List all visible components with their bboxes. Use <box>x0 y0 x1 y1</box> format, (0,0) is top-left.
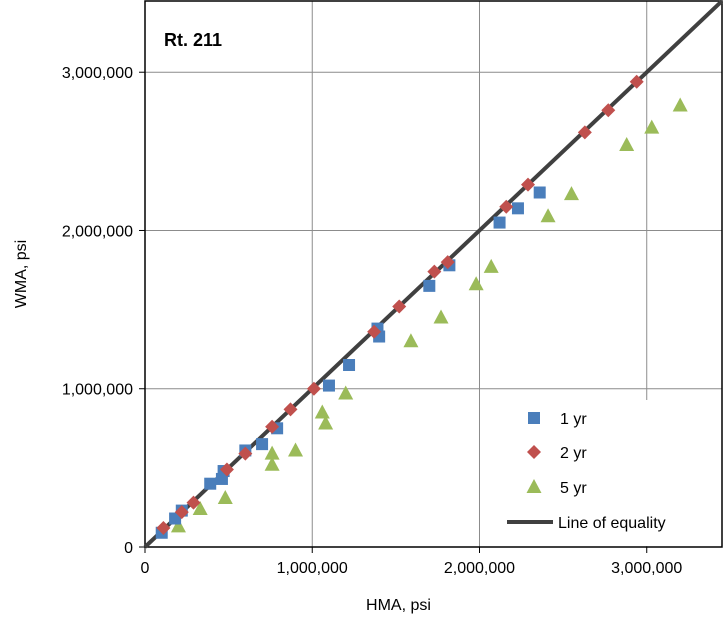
point-1-yr <box>511 202 524 215</box>
point-5-yr <box>170 518 186 533</box>
point-2-yr <box>186 495 201 510</box>
legend-label-line-of-equality: Line of equality <box>558 515 666 532</box>
point-2-yr <box>174 505 189 520</box>
point-2-yr <box>238 446 253 461</box>
point-2-yr <box>156 521 171 536</box>
point-5-yr <box>619 137 635 152</box>
point-2-yr <box>283 402 298 417</box>
point-1-yr <box>343 359 356 371</box>
legend-label-5-yr: 5 yr <box>560 480 587 497</box>
point-2-yr <box>219 462 234 477</box>
plot-area-border <box>144 0 723 548</box>
legend-marker-1-yr <box>528 412 540 424</box>
point-1-yr <box>204 477 217 490</box>
y-tick-label: 2,000,000 <box>62 223 133 240</box>
y-tick-label: 3,000,000 <box>62 65 133 82</box>
x-tick-label: 0 <box>141 560 150 577</box>
point-5-yr <box>644 119 660 134</box>
legend-label-1-yr: 1 yr <box>560 411 587 428</box>
legend-marker-2-yr <box>527 445 541 459</box>
point-5-yr <box>338 385 354 400</box>
point-2-yr <box>440 255 455 270</box>
y-tick-label: 0 <box>124 540 133 557</box>
point-2-yr <box>265 419 280 434</box>
point-2-yr <box>520 177 535 192</box>
data-points <box>155 74 688 539</box>
point-2-yr <box>499 199 514 214</box>
point-2-yr <box>392 299 407 314</box>
point-5-yr <box>192 501 208 516</box>
point-2-yr <box>427 264 442 279</box>
x-tick-label: 1,000,000 <box>277 560 348 577</box>
legend-label-2-yr: 2 yr <box>560 445 587 462</box>
y-axis-title: WMA, psi <box>13 240 30 308</box>
point-2-yr <box>367 324 382 339</box>
chart-title: Rt. 211 <box>164 30 222 50</box>
point-5-yr <box>314 404 330 419</box>
point-1-yr <box>423 279 436 292</box>
point-5-yr <box>403 333 419 348</box>
point-1-yr <box>493 216 506 229</box>
gridlines <box>145 1 722 547</box>
axis-ticks: 0 1,000,000 2,000,000 3,000,000 0 1,000,000 2,… <box>62 65 683 577</box>
x-tick-label: 2,000,000 <box>444 560 515 577</box>
point-5-yr <box>483 258 499 273</box>
x-tick-label: 3,000,000 <box>611 560 682 577</box>
point-5-yr <box>672 97 688 112</box>
legend-items: 1 yr 2 yr 5 yr Line of equality <box>507 411 666 532</box>
point-5-yr <box>318 415 334 430</box>
point-2-yr <box>306 381 321 396</box>
point-5-yr <box>264 445 280 460</box>
point-5-yr <box>264 456 280 471</box>
point-1-yr <box>256 438 269 451</box>
point-5-yr <box>563 186 579 201</box>
point-5-yr <box>288 442 304 457</box>
y-tick-label: 1,000,000 <box>62 382 133 399</box>
point-5-yr <box>468 276 484 291</box>
point-2-yr <box>629 74 644 89</box>
point-2-yr <box>601 103 616 118</box>
legend-marker-5-yr <box>526 479 542 493</box>
point-2-yr <box>577 125 592 140</box>
point-1-yr <box>322 379 335 392</box>
point-5-yr <box>433 309 449 324</box>
legend: 1 yr 2 yr 5 yr Line of equality <box>488 400 720 546</box>
x-axis-title: HMA, psi <box>366 597 431 614</box>
point-5-yr <box>217 489 233 504</box>
point-5-yr <box>540 208 556 223</box>
point-1-yr <box>533 186 546 199</box>
